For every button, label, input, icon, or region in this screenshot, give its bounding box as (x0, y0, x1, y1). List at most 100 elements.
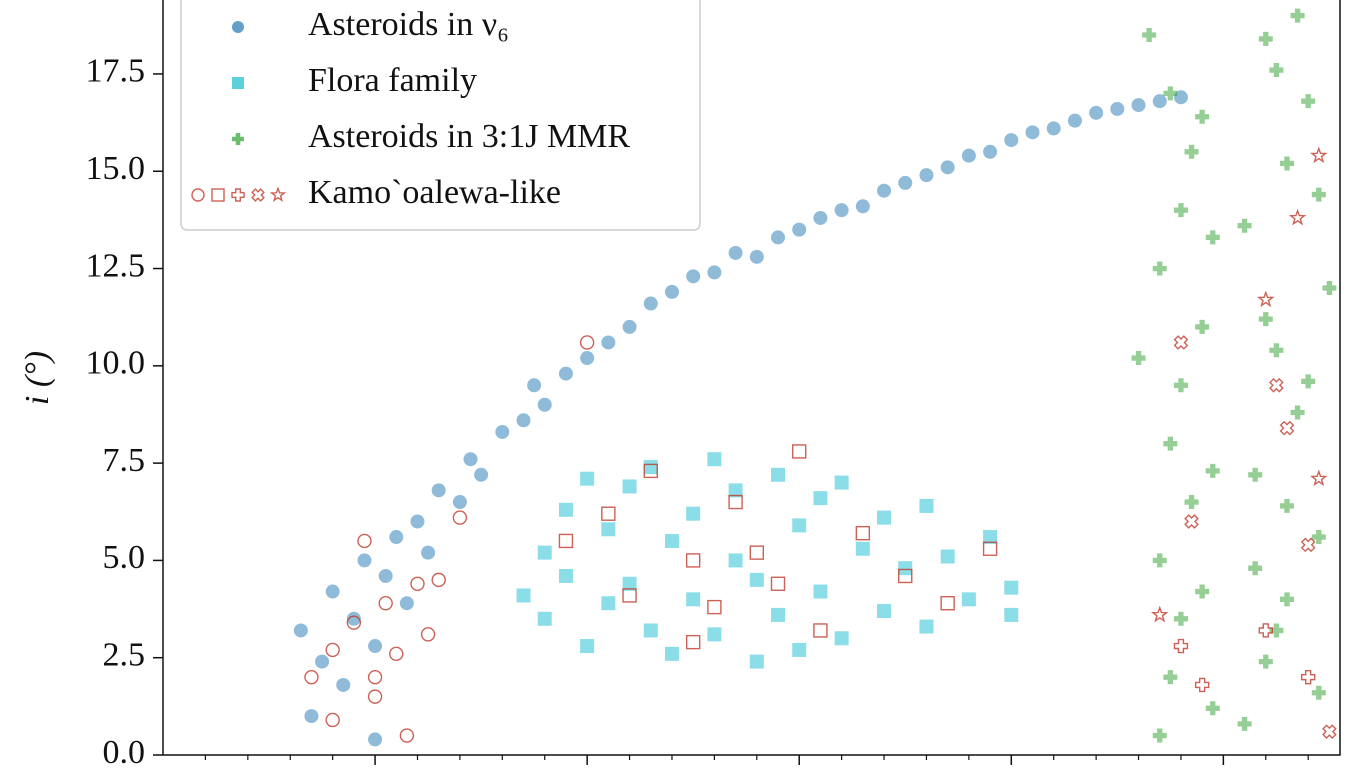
point (1131, 98, 1146, 113)
legend-marker (191, 188, 205, 202)
point (877, 510, 892, 525)
point (1258, 623, 1273, 638)
point (389, 530, 404, 545)
point (399, 596, 414, 611)
point (1311, 530, 1326, 545)
point (410, 514, 425, 529)
point (1288, 208, 1307, 226)
point (1173, 203, 1188, 218)
point (601, 335, 616, 350)
y-tick-label: 5.0 (103, 539, 146, 576)
point (792, 222, 807, 237)
point (357, 533, 372, 549)
point (410, 576, 425, 591)
point (1131, 351, 1146, 366)
point (601, 506, 616, 521)
point (537, 611, 552, 626)
point (1067, 113, 1082, 128)
point (877, 604, 892, 619)
point (686, 269, 701, 284)
point (834, 475, 849, 490)
point (558, 533, 574, 549)
y-tick-label: 0.0 (103, 734, 146, 768)
point (622, 319, 637, 334)
point (558, 568, 573, 583)
point (1004, 133, 1019, 148)
point (346, 611, 361, 626)
point (315, 654, 330, 669)
point (983, 530, 998, 545)
point (579, 335, 595, 350)
point (792, 444, 807, 459)
point (1004, 607, 1019, 622)
point (1173, 611, 1188, 626)
point (728, 553, 743, 568)
y-tick-label: 7.5 (103, 442, 146, 479)
point (728, 245, 743, 260)
point (749, 545, 765, 560)
point (1269, 343, 1284, 358)
point (1310, 146, 1328, 164)
point (855, 541, 870, 556)
legend-label: Asteroids in 3:1J MMR (308, 118, 630, 155)
point (1322, 280, 1337, 295)
point (452, 495, 467, 510)
point (707, 627, 722, 642)
point (898, 175, 913, 190)
point (1184, 495, 1199, 510)
point (1310, 469, 1328, 487)
point (1046, 121, 1061, 136)
legend-box (180, 0, 701, 231)
point (304, 709, 319, 724)
point (452, 510, 468, 525)
point (1089, 105, 1104, 120)
point (399, 728, 415, 743)
point (686, 506, 701, 521)
point (1150, 605, 1169, 623)
point (940, 596, 955, 611)
point (1279, 156, 1294, 171)
point (1142, 28, 1157, 43)
point (1269, 377, 1284, 393)
point (1258, 31, 1273, 46)
point (982, 541, 998, 556)
point (643, 460, 658, 475)
point (1237, 716, 1252, 731)
point (336, 677, 351, 692)
point (1163, 436, 1178, 451)
point (940, 549, 955, 564)
point (792, 518, 807, 533)
point (325, 584, 340, 599)
point (1248, 467, 1263, 482)
point (664, 646, 679, 661)
point (558, 502, 573, 517)
point (325, 712, 340, 728)
point (919, 619, 934, 634)
point (877, 183, 892, 198)
point (1152, 728, 1167, 743)
y-tick-label: 2.5 (103, 637, 146, 674)
point (1269, 63, 1284, 78)
y-tick-label: 15.0 (86, 150, 146, 187)
point (1205, 463, 1220, 478)
point (813, 491, 828, 506)
point (558, 366, 573, 381)
point (728, 494, 743, 510)
legend-label: Asteroids in ν₆ (308, 6, 509, 43)
point (898, 568, 913, 584)
point (367, 669, 383, 685)
point (1173, 638, 1189, 654)
point (961, 592, 976, 607)
point (368, 732, 383, 747)
point (474, 467, 489, 482)
point (707, 452, 722, 467)
point (421, 545, 436, 560)
point (792, 642, 807, 657)
point (707, 599, 722, 615)
point (431, 572, 446, 588)
point (1290, 405, 1305, 420)
point (940, 160, 955, 175)
point (813, 210, 828, 225)
point (527, 378, 542, 393)
point (771, 230, 786, 245)
